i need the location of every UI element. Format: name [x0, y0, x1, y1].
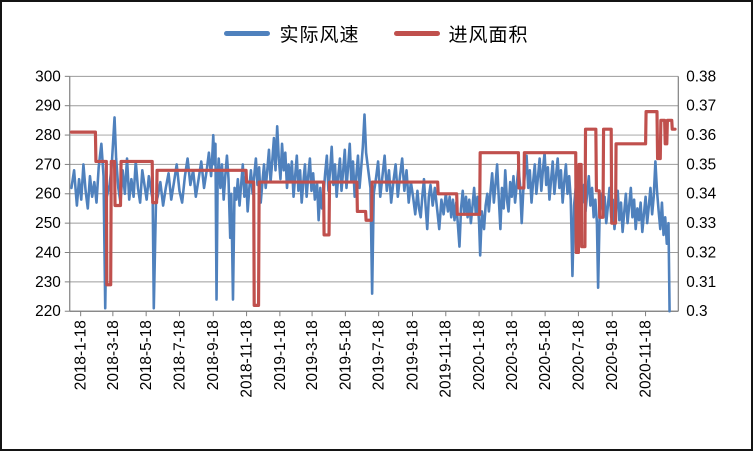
inlet-area-line-swatch: [393, 31, 440, 36]
y-right-tick-label: 0.32: [686, 244, 716, 261]
y-left-tick-label: 220: [35, 303, 61, 320]
y-right-tick-label: 0.33: [686, 215, 716, 232]
y-right-tick-label: 0.34: [686, 186, 716, 203]
y-right-tick-label: 0.31: [686, 274, 716, 291]
y-right-tick-label: 0.3: [686, 303, 707, 320]
y-right-tick-label: 0.35: [686, 156, 716, 173]
x-tick-label: 2020-1-18: [471, 320, 488, 390]
y-left-tick-label: 230: [35, 274, 61, 291]
x-tick-label: 2018-7-18: [171, 320, 188, 390]
x-tick-label: 2019-1-18: [272, 320, 289, 390]
x-tick-label: 2020-5-18: [537, 320, 554, 390]
x-tick-label: 2019-11-18: [438, 320, 455, 397]
x-tick-label: 2018-3-18: [105, 320, 122, 390]
x-tick-label: 2019-3-18: [304, 320, 321, 390]
y-left-tick-label: 240: [35, 244, 61, 261]
x-tick-label: 2020-9-18: [604, 320, 621, 390]
x-tick-label: 2018-11-18: [239, 320, 256, 397]
y-left-tick-label: 260: [35, 186, 61, 203]
x-tick-label: 2020-7-18: [570, 320, 587, 390]
x-tick-label: 2020-11-18: [638, 320, 655, 397]
y-right-tick-label: 0.36: [686, 127, 716, 144]
y-left-tick-label: 280: [35, 127, 61, 144]
x-tick-label: 2018-9-18: [205, 320, 222, 390]
y-left-tick-label: 290: [35, 98, 61, 115]
series-line-inlet-area: [69, 110, 677, 307]
y-right-tick-label: 0.37: [686, 98, 716, 115]
x-tick-label: 2020-3-18: [504, 320, 521, 390]
legend-label-inlet-area: 进风面积: [448, 25, 529, 46]
y-left-tick-label: 250: [35, 215, 61, 232]
legend-item-actual-wind-speed: 实际风速: [224, 20, 359, 47]
x-tick-label: 2019-5-18: [337, 320, 354, 390]
legend-item-inlet-air-area: 进风面积: [393, 20, 529, 47]
y-left-tick-label: 300: [35, 68, 61, 85]
x-tick-label: 2019-9-18: [404, 320, 421, 390]
chart-legend: 实际风速 进风面积: [2, 20, 751, 47]
legend-label-wind-speed: 实际风速: [279, 25, 360, 46]
y-left-tick-label: 270: [35, 156, 61, 173]
x-tick-label: 2019-7-18: [371, 320, 388, 390]
x-tick-label: 2018-5-18: [138, 320, 155, 390]
wind-speed-line-swatch: [224, 31, 271, 36]
y-right-tick-label: 0.38: [686, 68, 716, 85]
x-tick-label: 2018-1-18: [73, 320, 90, 390]
